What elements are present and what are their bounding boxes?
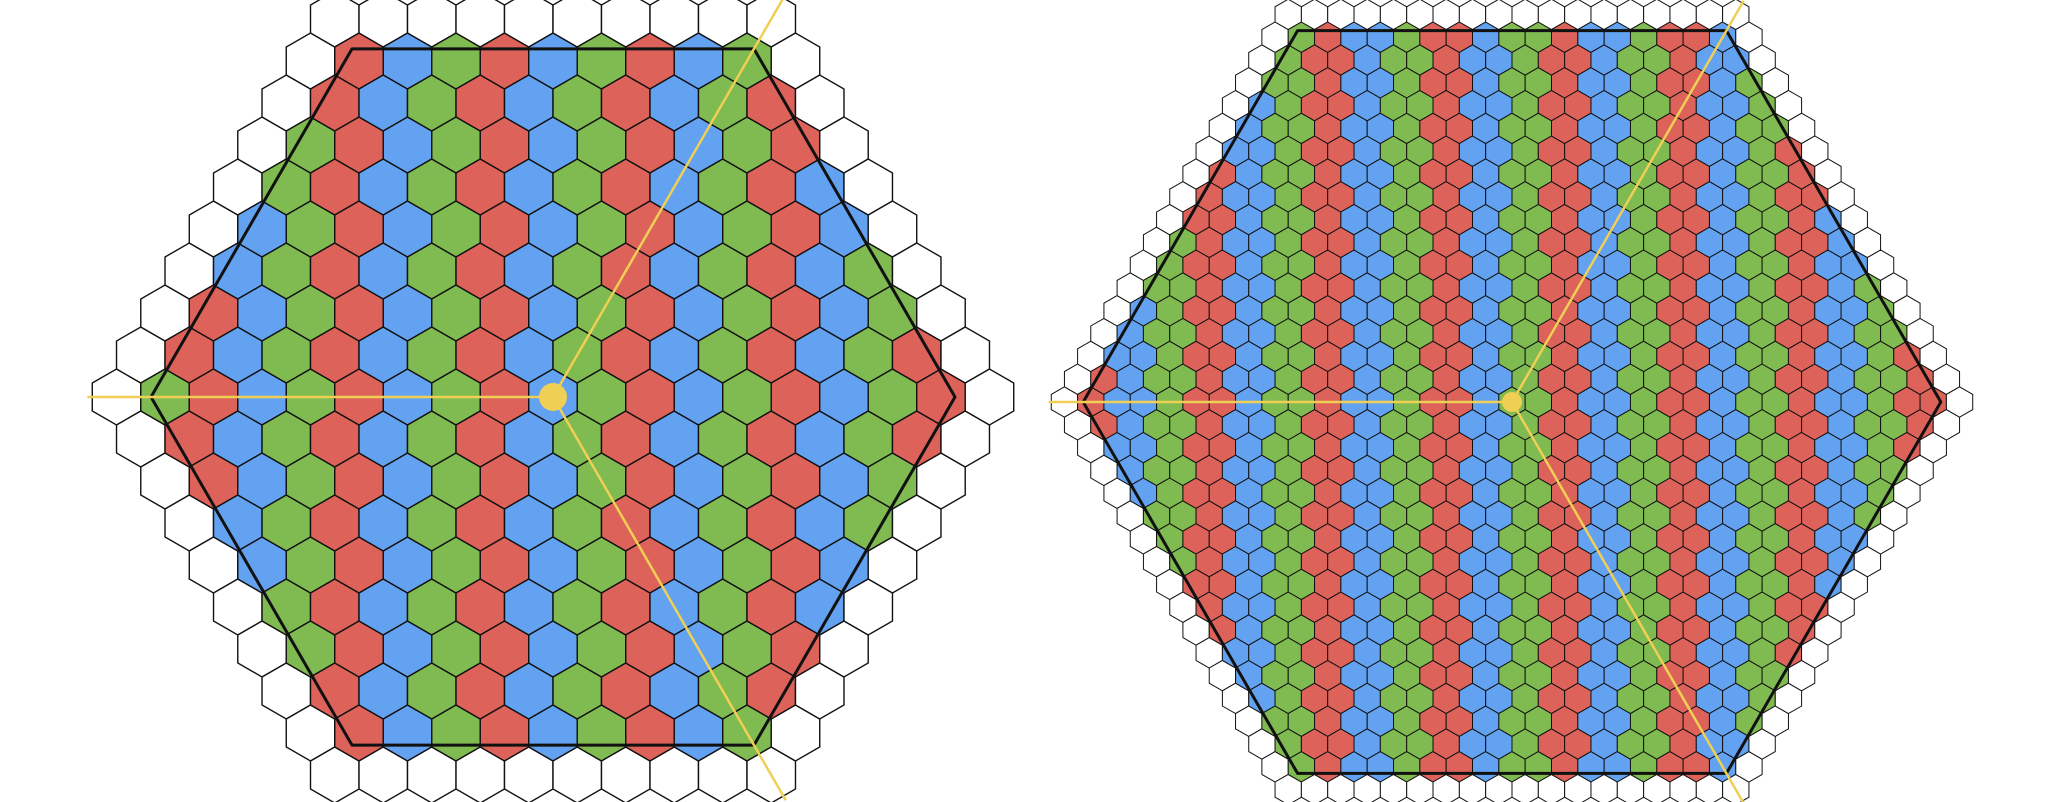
right-hex-cells	[1050, 0, 1974, 802]
axis-line-3	[551, 396, 787, 801]
axis-line-2	[551, 0, 784, 398]
region-outline	[1081, 29, 1943, 775]
center-marker	[1502, 392, 1522, 412]
left-overlay	[87, 0, 957, 801]
right-tiling-panel	[1048, 0, 1974, 802]
center-marker	[539, 383, 567, 411]
axis-line-2	[1510, 0, 1745, 403]
boundary-hex-cell	[1945, 386, 1974, 418]
boundary-hex-cell	[964, 368, 1015, 426]
right-overlay	[1048, 0, 1943, 802]
region-outline	[149, 47, 957, 747]
left-hex-cells	[91, 0, 1015, 802]
axis-line-3	[1510, 401, 1745, 802]
left-tiling-panel	[87, 0, 1015, 802]
